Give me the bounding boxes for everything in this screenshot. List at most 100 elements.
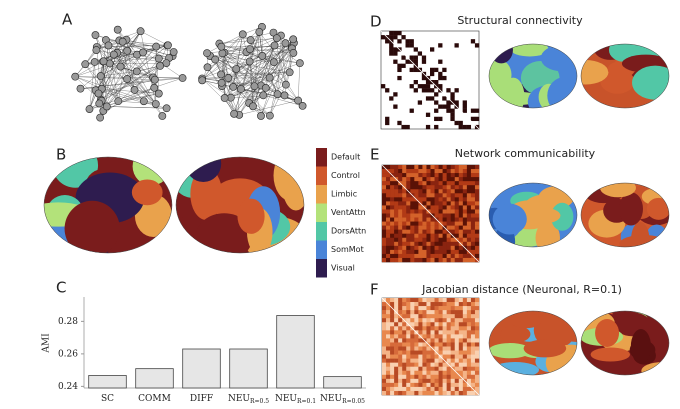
matrix-cell — [446, 257, 451, 263]
matrix-cell — [397, 120, 402, 126]
matrix-cell — [390, 366, 395, 371]
matrix-cell — [422, 362, 427, 367]
matrix-cell — [418, 217, 423, 222]
matrix-cell — [406, 370, 411, 375]
matrix-cell — [462, 382, 468, 388]
matrix-cell — [422, 302, 427, 307]
matrix-cell — [462, 257, 468, 263]
matrix-cell — [442, 229, 447, 234]
matrix-cell — [474, 245, 480, 251]
matrix-cell — [418, 165, 423, 170]
matrix-cell — [442, 185, 447, 190]
matrix-cell — [434, 382, 439, 388]
matrix-cell — [382, 342, 387, 347]
matrix-cell — [462, 306, 468, 311]
matrix-cell — [470, 245, 476, 251]
matrix-cell — [402, 205, 407, 210]
matrix-cell — [438, 43, 443, 48]
matrix-cell — [410, 229, 415, 234]
matrix-cell — [438, 71, 443, 77]
matrix-cell — [466, 237, 472, 242]
matrix-cell — [446, 213, 451, 218]
matrix-cell — [446, 108, 451, 113]
matrix-cell — [438, 59, 443, 64]
matrix-cell — [454, 221, 459, 226]
matrix-cell — [394, 229, 399, 234]
matrix-cell — [430, 67, 435, 73]
edge — [259, 31, 290, 73]
matrix-cell — [466, 217, 472, 222]
matrix-cell — [386, 322, 391, 327]
matrix-cell — [414, 233, 419, 238]
matrix-cell — [438, 237, 443, 242]
matrix-cell — [410, 177, 415, 182]
matrix-cell — [417, 84, 423, 89]
matrix-cell — [474, 197, 480, 202]
matrix-cell — [450, 370, 455, 375]
matrix-cell — [462, 100, 467, 105]
matrix-cell — [394, 386, 399, 392]
matrix-cell — [426, 362, 431, 367]
panel-label: D — [370, 13, 382, 31]
matrix-cell — [466, 197, 472, 202]
node — [104, 41, 113, 50]
matrix-cell — [426, 245, 431, 251]
matrix-cell — [418, 298, 423, 303]
matrix-cell — [462, 390, 468, 396]
matrix-cell — [474, 382, 480, 388]
matrix-cell — [406, 185, 411, 190]
matrix-cell — [410, 358, 415, 363]
matrix-cell — [462, 314, 468, 319]
matrix-cell — [462, 173, 468, 178]
matrix-cell — [434, 346, 439, 351]
matrix-cell — [386, 318, 391, 323]
matrix-cell — [470, 197, 476, 202]
matrix-cell — [474, 205, 480, 210]
matrix-cell — [418, 249, 423, 255]
brain-region — [282, 159, 304, 211]
matrix-cell — [442, 306, 447, 311]
matrix-cell — [470, 326, 476, 331]
matrix-cell — [410, 390, 415, 396]
matrix-cell — [442, 213, 447, 218]
matrix-cell — [414, 181, 419, 186]
brain-region — [595, 319, 620, 347]
matrix-cell — [446, 189, 451, 194]
matrix-cell — [410, 221, 415, 226]
matrix-cell — [394, 205, 399, 210]
matrix-cell — [398, 342, 403, 347]
node — [281, 39, 290, 48]
y-tick-label: 0.24 — [58, 382, 78, 392]
matrix-cell — [414, 314, 419, 319]
matrix-cell — [446, 241, 451, 247]
edge — [100, 65, 161, 100]
legend-label: Visual — [331, 264, 355, 273]
node — [162, 104, 171, 113]
x-tick-subscript: R=0.5 — [250, 398, 269, 405]
matrix-cell — [390, 221, 395, 226]
matrix-cell — [390, 237, 395, 242]
matrix-cell — [422, 173, 427, 178]
matrix-cell — [382, 370, 387, 375]
node — [151, 100, 160, 108]
matrix-cell — [406, 217, 411, 222]
matrix-cell — [414, 386, 419, 392]
matrix-cell — [394, 181, 399, 186]
matrix-cell — [406, 374, 411, 380]
matrix-cell — [398, 221, 403, 226]
matrix-cell — [442, 314, 447, 319]
node — [114, 97, 123, 106]
matrix-cell — [474, 306, 480, 311]
matrix-cell — [454, 350, 459, 355]
matrix-cell — [474, 302, 480, 307]
matrix-cell — [390, 358, 395, 363]
matrix-cell — [446, 334, 451, 339]
matrix-cell — [402, 221, 407, 226]
brain-region — [632, 65, 669, 100]
matrix-cell — [390, 382, 395, 388]
matrix-cell — [417, 100, 423, 105]
matrix-cell — [382, 326, 387, 331]
node — [220, 94, 229, 102]
matrix-cell — [394, 298, 399, 303]
matrix-diagonal — [380, 30, 480, 130]
